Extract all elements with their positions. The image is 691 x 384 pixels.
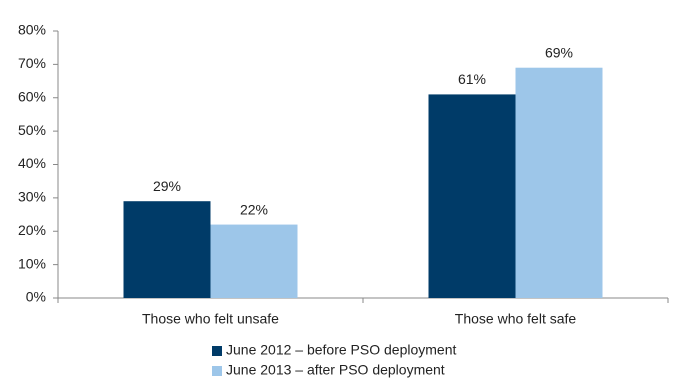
bar bbox=[123, 201, 211, 298]
y-tick-label: 10% bbox=[18, 255, 46, 271]
y-tick-label: 40% bbox=[18, 155, 46, 171]
y-tick-label: 20% bbox=[18, 222, 46, 238]
y-tick-label: 0% bbox=[26, 289, 46, 305]
y-tick-label: 50% bbox=[18, 122, 46, 138]
bar bbox=[428, 94, 516, 298]
legend-swatch bbox=[212, 366, 222, 376]
data-label: 29% bbox=[153, 178, 181, 194]
data-label: 61% bbox=[458, 71, 486, 87]
y-tick-label: 60% bbox=[18, 88, 46, 104]
x-tick-label: Those who felt unsafe bbox=[142, 311, 279, 327]
legend-label: June 2013 – after PSO deployment bbox=[226, 362, 445, 378]
y-tick-label: 80% bbox=[18, 22, 46, 38]
bar bbox=[515, 67, 603, 299]
data-label: 22% bbox=[240, 201, 268, 217]
legend-label: June 2012 – before PSO deployment bbox=[226, 342, 456, 358]
bar bbox=[210, 224, 298, 298]
y-tick-label: 70% bbox=[18, 55, 46, 71]
x-tick-label: Those who felt safe bbox=[455, 311, 577, 327]
legend-swatch bbox=[212, 346, 222, 356]
data-label: 69% bbox=[545, 44, 573, 60]
y-tick-label: 30% bbox=[18, 189, 46, 205]
